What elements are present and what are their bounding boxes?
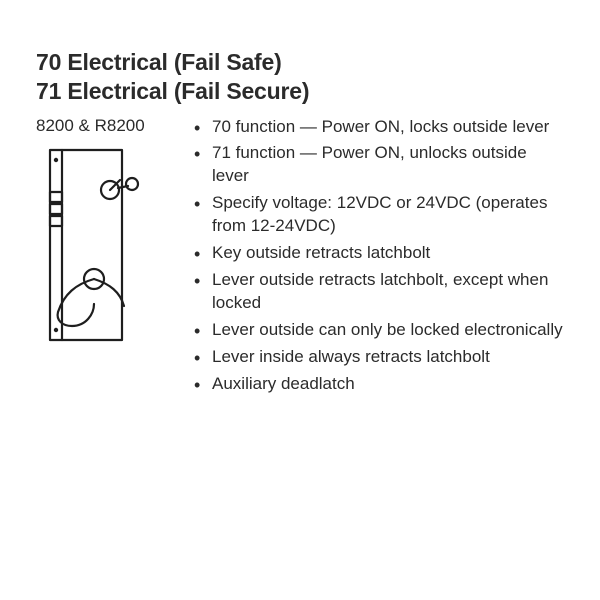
title-block: 70 Electrical (Fail Safe) 71 Electrical … <box>36 48 564 106</box>
list-item: Lever inside always retracts latchbolt <box>194 346 564 369</box>
title-line-2: 71 Electrical (Fail Secure) <box>36 77 564 106</box>
lock-svg-icon <box>36 144 156 374</box>
content-row: 8200 & R8200 <box>36 116 564 400</box>
list-item: Auxiliary deadlatch <box>194 373 564 396</box>
title-line-1: 70 Electrical (Fail Safe) <box>36 48 564 77</box>
spec-page: 70 Electrical (Fail Safe) 71 Electrical … <box>0 0 600 400</box>
right-column: 70 function — Power ON, locks outside le… <box>194 116 564 400</box>
lock-diagram <box>36 144 176 374</box>
model-subtitle: 8200 & R8200 <box>36 116 176 136</box>
list-item: Key outside retracts latchbolt <box>194 242 564 265</box>
list-item: 71 function — Power ON, unlocks outside … <box>194 142 564 188</box>
list-item: Specify voltage: 12VDC or 24VDC (operate… <box>194 192 564 238</box>
list-item: 70 function — Power ON, locks outside le… <box>194 116 564 139</box>
list-item: Lever outside retracts latchbolt, except… <box>194 269 564 315</box>
list-item: Lever outside can only be locked electro… <box>194 319 564 342</box>
feature-list: 70 function — Power ON, locks outside le… <box>194 116 564 396</box>
left-column: 8200 & R8200 <box>36 116 176 374</box>
